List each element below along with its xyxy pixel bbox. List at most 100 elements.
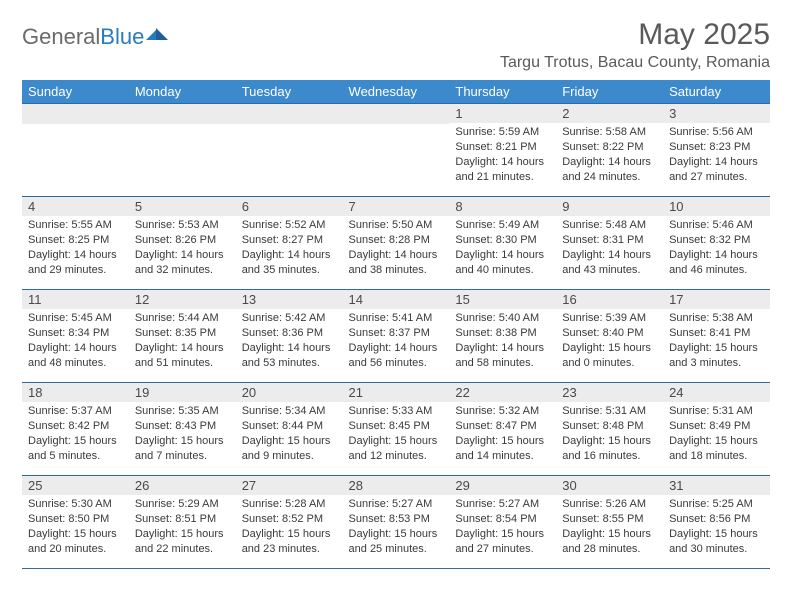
sunset-line: Sunset: 8:41 PM: [669, 326, 764, 341]
sunset-line: Sunset: 8:32 PM: [669, 233, 764, 248]
day-number: 5: [129, 197, 236, 216]
calendar-header-row: SundayMondayTuesdayWednesdayThursdayFrid…: [22, 80, 770, 104]
sunrise-line: Sunrise: 5:41 AM: [349, 311, 444, 326]
sunset-line: Sunset: 8:50 PM: [28, 512, 123, 527]
day-number: 11: [22, 290, 129, 309]
calendar-week-row: 18Sunrise: 5:37 AMSunset: 8:42 PMDayligh…: [22, 383, 770, 476]
daylight-line: Daylight: 14 hours and 56 minutes.: [349, 341, 444, 371]
day-details: Sunrise: 5:25 AMSunset: 8:56 PMDaylight:…: [663, 495, 770, 558]
sunset-line: Sunset: 8:52 PM: [242, 512, 337, 527]
weekday-header: Thursday: [449, 80, 556, 104]
day-details: Sunrise: 5:58 AMSunset: 8:22 PMDaylight:…: [556, 123, 663, 186]
calendar-day-cell: 2Sunrise: 5:58 AMSunset: 8:22 PMDaylight…: [556, 104, 663, 197]
calendar-day-cell: 29Sunrise: 5:27 AMSunset: 8:54 PMDayligh…: [449, 476, 556, 569]
calendar-day-cell: 3Sunrise: 5:56 AMSunset: 8:23 PMDaylight…: [663, 104, 770, 197]
day-number: 22: [449, 383, 556, 402]
daylight-line: Daylight: 15 hours and 18 minutes.: [669, 434, 764, 464]
day-number: 28: [343, 476, 450, 495]
calendar-day-cell: 24Sunrise: 5:31 AMSunset: 8:49 PMDayligh…: [663, 383, 770, 476]
day-details: Sunrise: 5:49 AMSunset: 8:30 PMDaylight:…: [449, 216, 556, 279]
daylight-line: Daylight: 15 hours and 3 minutes.: [669, 341, 764, 371]
calendar-day-cell: 27Sunrise: 5:28 AMSunset: 8:52 PMDayligh…: [236, 476, 343, 569]
daylight-line: Daylight: 14 hours and 48 minutes.: [28, 341, 123, 371]
day-number: 24: [663, 383, 770, 402]
day-number: 18: [22, 383, 129, 402]
weekday-header: Sunday: [22, 80, 129, 104]
calendar-day-cell: 10Sunrise: 5:46 AMSunset: 8:32 PMDayligh…: [663, 197, 770, 290]
daylight-line: Daylight: 15 hours and 28 minutes.: [562, 527, 657, 557]
sunrise-line: Sunrise: 5:30 AM: [28, 497, 123, 512]
day-details: Sunrise: 5:29 AMSunset: 8:51 PMDaylight:…: [129, 495, 236, 558]
header: GeneralBlue May 2025 Targu Trotus, Bacau…: [22, 18, 770, 78]
sunrise-line: Sunrise: 5:58 AM: [562, 125, 657, 140]
sunset-line: Sunset: 8:47 PM: [455, 419, 550, 434]
day-details: Sunrise: 5:59 AMSunset: 8:21 PMDaylight:…: [449, 123, 556, 186]
sunset-line: Sunset: 8:37 PM: [349, 326, 444, 341]
weekday-header: Tuesday: [236, 80, 343, 104]
empty-daynum: [129, 104, 236, 124]
sunrise-line: Sunrise: 5:53 AM: [135, 218, 230, 233]
sunset-line: Sunset: 8:28 PM: [349, 233, 444, 248]
calendar-day-cell: 30Sunrise: 5:26 AMSunset: 8:55 PMDayligh…: [556, 476, 663, 569]
day-details: Sunrise: 5:46 AMSunset: 8:32 PMDaylight:…: [663, 216, 770, 279]
sunrise-line: Sunrise: 5:27 AM: [349, 497, 444, 512]
day-number: 30: [556, 476, 663, 495]
day-details: Sunrise: 5:31 AMSunset: 8:49 PMDaylight:…: [663, 402, 770, 465]
sunset-line: Sunset: 8:40 PM: [562, 326, 657, 341]
day-details: Sunrise: 5:27 AMSunset: 8:54 PMDaylight:…: [449, 495, 556, 558]
sunset-line: Sunset: 8:53 PM: [349, 512, 444, 527]
sunrise-line: Sunrise: 5:38 AM: [669, 311, 764, 326]
weekday-header: Friday: [556, 80, 663, 104]
day-number: 12: [129, 290, 236, 309]
sunset-line: Sunset: 8:22 PM: [562, 140, 657, 155]
sunrise-line: Sunrise: 5:56 AM: [669, 125, 764, 140]
sunrise-line: Sunrise: 5:44 AM: [135, 311, 230, 326]
calendar-week-row: 4Sunrise: 5:55 AMSunset: 8:25 PMDaylight…: [22, 197, 770, 290]
sunrise-line: Sunrise: 5:35 AM: [135, 404, 230, 419]
day-details: Sunrise: 5:52 AMSunset: 8:27 PMDaylight:…: [236, 216, 343, 279]
sunrise-line: Sunrise: 5:59 AM: [455, 125, 550, 140]
day-details: Sunrise: 5:38 AMSunset: 8:41 PMDaylight:…: [663, 309, 770, 372]
day-details: Sunrise: 5:35 AMSunset: 8:43 PMDaylight:…: [129, 402, 236, 465]
day-details: Sunrise: 5:41 AMSunset: 8:37 PMDaylight:…: [343, 309, 450, 372]
sunset-line: Sunset: 8:35 PM: [135, 326, 230, 341]
calendar-day-cell: 7Sunrise: 5:50 AMSunset: 8:28 PMDaylight…: [343, 197, 450, 290]
sunrise-line: Sunrise: 5:52 AM: [242, 218, 337, 233]
day-number: 29: [449, 476, 556, 495]
title-block: May 2025 Targu Trotus, Bacau County, Rom…: [500, 18, 770, 78]
calendar-day-cell: 23Sunrise: 5:31 AMSunset: 8:48 PMDayligh…: [556, 383, 663, 476]
sunrise-line: Sunrise: 5:26 AM: [562, 497, 657, 512]
sunset-line: Sunset: 8:48 PM: [562, 419, 657, 434]
day-number: 21: [343, 383, 450, 402]
daylight-line: Daylight: 14 hours and 40 minutes.: [455, 248, 550, 278]
calendar-week-row: 25Sunrise: 5:30 AMSunset: 8:50 PMDayligh…: [22, 476, 770, 569]
day-details: Sunrise: 5:33 AMSunset: 8:45 PMDaylight:…: [343, 402, 450, 465]
daylight-line: Daylight: 14 hours and 58 minutes.: [455, 341, 550, 371]
calendar-day-cell: 16Sunrise: 5:39 AMSunset: 8:40 PMDayligh…: [556, 290, 663, 383]
sunrise-line: Sunrise: 5:46 AM: [669, 218, 764, 233]
daylight-line: Daylight: 14 hours and 21 minutes.: [455, 155, 550, 185]
day-details: Sunrise: 5:42 AMSunset: 8:36 PMDaylight:…: [236, 309, 343, 372]
sunrise-line: Sunrise: 5:33 AM: [349, 404, 444, 419]
brand-logo: GeneralBlue: [22, 18, 168, 50]
calendar-day-cell: 31Sunrise: 5:25 AMSunset: 8:56 PMDayligh…: [663, 476, 770, 569]
sunset-line: Sunset: 8:30 PM: [455, 233, 550, 248]
day-details: Sunrise: 5:40 AMSunset: 8:38 PMDaylight:…: [449, 309, 556, 372]
calendar-day-cell: [22, 104, 129, 197]
day-number: 16: [556, 290, 663, 309]
calendar-week-row: 11Sunrise: 5:45 AMSunset: 8:34 PMDayligh…: [22, 290, 770, 383]
day-details: Sunrise: 5:53 AMSunset: 8:26 PMDaylight:…: [129, 216, 236, 279]
sunrise-line: Sunrise: 5:40 AM: [455, 311, 550, 326]
sunrise-line: Sunrise: 5:29 AM: [135, 497, 230, 512]
sunrise-line: Sunrise: 5:48 AM: [562, 218, 657, 233]
empty-daynum: [343, 104, 450, 124]
daylight-line: Daylight: 15 hours and 9 minutes.: [242, 434, 337, 464]
daylight-line: Daylight: 15 hours and 30 minutes.: [669, 527, 764, 557]
day-number: 3: [663, 104, 770, 123]
day-number: 31: [663, 476, 770, 495]
calendar-day-cell: 4Sunrise: 5:55 AMSunset: 8:25 PMDaylight…: [22, 197, 129, 290]
day-details: Sunrise: 5:31 AMSunset: 8:48 PMDaylight:…: [556, 402, 663, 465]
daylight-line: Daylight: 14 hours and 53 minutes.: [242, 341, 337, 371]
day-number: 26: [129, 476, 236, 495]
daylight-line: Daylight: 15 hours and 23 minutes.: [242, 527, 337, 557]
